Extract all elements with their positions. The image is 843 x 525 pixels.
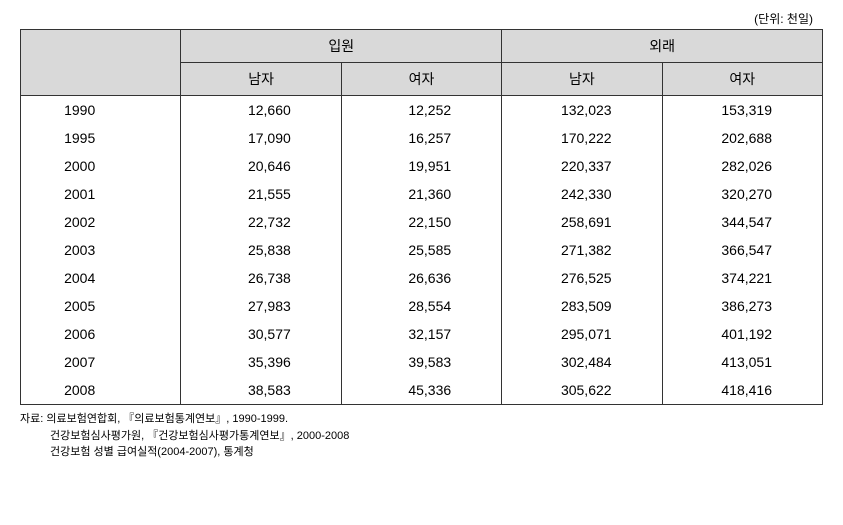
year-cell: 2007 [21, 348, 181, 376]
data-cell: 320,270 [662, 180, 822, 208]
data-cell: 12,660 [181, 96, 341, 125]
year-cell: 2006 [21, 320, 181, 348]
data-cell: 25,585 [341, 236, 501, 264]
table-row: 200735,39639,583302,484413,051 [21, 348, 823, 376]
table-row: 199517,09016,257170,222202,688 [21, 124, 823, 152]
data-cell: 25,838 [181, 236, 341, 264]
source-label: 자료: [20, 413, 43, 425]
data-cell: 28,554 [341, 292, 501, 320]
data-cell: 26,636 [341, 264, 501, 292]
year-cell: 2004 [21, 264, 181, 292]
data-cell: 413,051 [662, 348, 822, 376]
data-cell: 242,330 [502, 180, 662, 208]
table-row: 200222,73222,150258,691344,547 [21, 208, 823, 236]
data-cell: 30,577 [181, 320, 341, 348]
data-cell: 32,157 [341, 320, 501, 348]
data-table: 입원 외래 남자 여자 남자 여자 199012,66012,252132,02… [20, 29, 823, 405]
data-cell: 38,583 [181, 376, 341, 405]
data-cell: 418,416 [662, 376, 822, 405]
data-cell: 283,509 [502, 292, 662, 320]
table-row: 200426,73826,636276,525374,221 [21, 264, 823, 292]
table-row: 200630,57732,157295,071401,192 [21, 320, 823, 348]
table-row: 199012,66012,252132,023153,319 [21, 96, 823, 125]
year-cell: 2002 [21, 208, 181, 236]
year-cell: 2000 [21, 152, 181, 180]
data-cell: 374,221 [662, 264, 822, 292]
data-cell: 16,257 [341, 124, 501, 152]
data-cell: 344,547 [662, 208, 822, 236]
data-cell: 27,983 [181, 292, 341, 320]
source-line-3: 건강보험 성별 급여실적(2004-2007), 통계청 [20, 444, 823, 461]
data-cell: 282,026 [662, 152, 822, 180]
year-cell: 2008 [21, 376, 181, 405]
table-row: 200020,64619,951220,337282,026 [21, 152, 823, 180]
data-cell: 386,273 [662, 292, 822, 320]
data-cell: 12,252 [341, 96, 501, 125]
year-cell: 2001 [21, 180, 181, 208]
header-female-outpatient: 여자 [662, 63, 822, 96]
source-text-1: 의료보험연합회, 『의료보험통계연보』, 1990-1999. [46, 413, 288, 425]
unit-label: (단위: 천일) [20, 10, 823, 27]
data-cell: 22,150 [341, 208, 501, 236]
data-cell: 295,071 [502, 320, 662, 348]
year-cell: 2005 [21, 292, 181, 320]
table-row: 200527,98328,554283,509386,273 [21, 292, 823, 320]
data-cell: 153,319 [662, 96, 822, 125]
source-line-1: 자료: 의료보험연합회, 『의료보험통계연보』, 1990-1999. [20, 411, 823, 428]
data-cell: 26,738 [181, 264, 341, 292]
data-cell: 271,382 [502, 236, 662, 264]
data-cell: 302,484 [502, 348, 662, 376]
year-cell: 1990 [21, 96, 181, 125]
data-cell: 17,090 [181, 124, 341, 152]
data-cell: 276,525 [502, 264, 662, 292]
table-row: 200325,83825,585271,382366,547 [21, 236, 823, 264]
header-group-outpatient: 외래 [502, 30, 823, 63]
data-cell: 202,688 [662, 124, 822, 152]
year-cell: 2003 [21, 236, 181, 264]
data-cell: 21,555 [181, 180, 341, 208]
header-female-inpatient: 여자 [341, 63, 501, 96]
header-male-inpatient: 남자 [181, 63, 341, 96]
table-row: 200838,58345,336305,622418,416 [21, 376, 823, 405]
source-line-2: 건강보험심사평가원, 『건강보험심사평가통계연보』, 2000-2008 [20, 428, 823, 445]
table-body: 199012,66012,252132,023153,319199517,090… [21, 96, 823, 405]
data-cell: 305,622 [502, 376, 662, 405]
data-cell: 366,547 [662, 236, 822, 264]
data-cell: 132,023 [502, 96, 662, 125]
sources-block: 자료: 의료보험연합회, 『의료보험통계연보』, 1990-1999. 건강보험… [20, 411, 823, 461]
data-cell: 35,396 [181, 348, 341, 376]
data-cell: 45,336 [341, 376, 501, 405]
data-cell: 22,732 [181, 208, 341, 236]
data-cell: 220,337 [502, 152, 662, 180]
data-cell: 401,192 [662, 320, 822, 348]
table-row: 200121,55521,360242,330320,270 [21, 180, 823, 208]
data-cell: 20,646 [181, 152, 341, 180]
data-cell: 170,222 [502, 124, 662, 152]
header-group-inpatient: 입원 [181, 30, 502, 63]
header-male-outpatient: 남자 [502, 63, 662, 96]
header-blank [21, 30, 181, 96]
table-header: 입원 외래 남자 여자 남자 여자 [21, 30, 823, 96]
data-cell: 39,583 [341, 348, 501, 376]
data-cell: 19,951 [341, 152, 501, 180]
data-cell: 258,691 [502, 208, 662, 236]
year-cell: 1995 [21, 124, 181, 152]
data-cell: 21,360 [341, 180, 501, 208]
